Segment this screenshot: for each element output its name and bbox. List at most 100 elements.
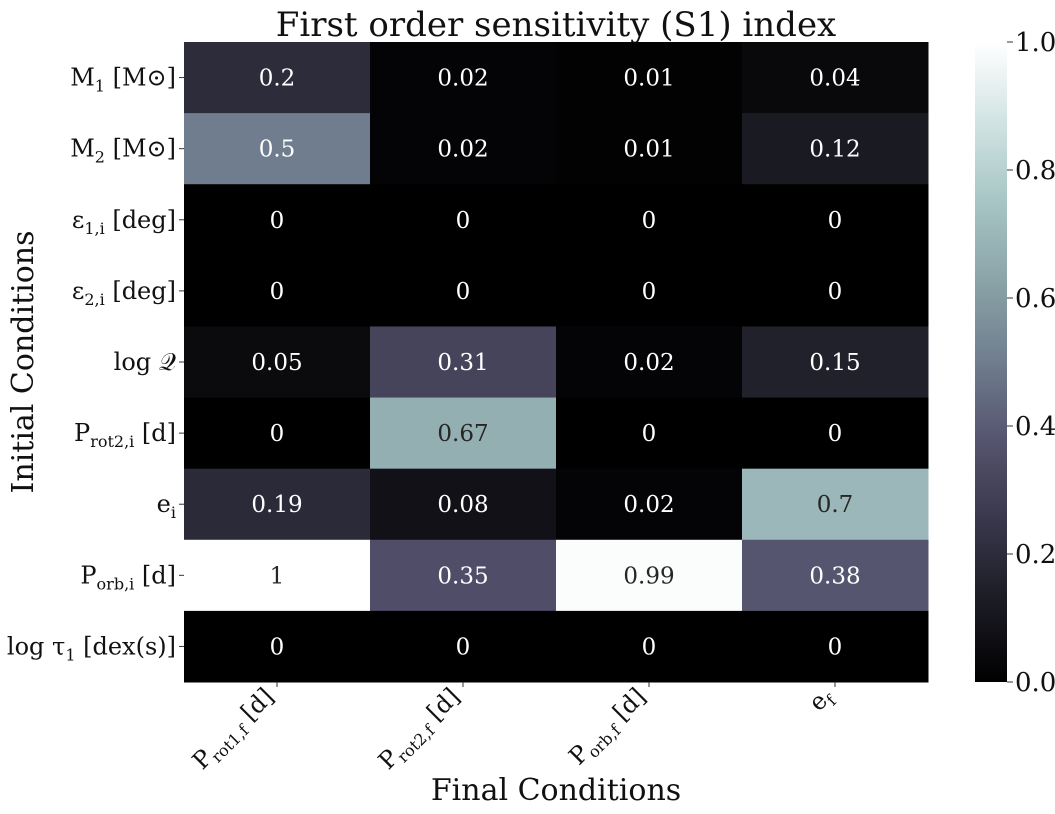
chart-title: First order sensitivity (S1) index xyxy=(276,5,837,45)
heatmap-cell xyxy=(370,539,557,612)
cell-value-label: 1 xyxy=(270,563,285,589)
heatmap-cell xyxy=(184,468,371,541)
heatmap-cell xyxy=(184,42,371,114)
heatmap-cell xyxy=(184,610,371,683)
heatmap-cell xyxy=(556,468,743,541)
heatmap-cell xyxy=(184,326,371,399)
heatmap-cell xyxy=(742,539,929,612)
y-axis-label: Initial Conditions xyxy=(6,231,41,494)
cell-value-label: 0 xyxy=(642,279,657,305)
cell-value-label: 0 xyxy=(642,634,657,660)
heatmap-cell xyxy=(742,610,929,683)
heatmap-cell xyxy=(742,113,929,185)
cell-value-label: 0.31 xyxy=(437,350,488,376)
cell-value-label: 0 xyxy=(270,421,285,447)
heatmap-cell xyxy=(370,255,557,327)
heatmap-cell xyxy=(370,42,557,114)
cell-value-label: 0 xyxy=(456,208,471,234)
cell-value-label: 0.04 xyxy=(809,66,860,92)
row-label: log τ1 [dex(s)] xyxy=(7,632,176,664)
cell-value-label: 0.01 xyxy=(623,66,674,92)
heatmap-cell xyxy=(370,397,557,470)
colorbar: 0.0 0.2 0.4 0.6 0.8 1.0 xyxy=(975,28,1055,698)
cell-value-label: 0.02 xyxy=(437,137,488,163)
colorbar-gradient xyxy=(975,42,1007,682)
colorbar-tick-label: 0.2 xyxy=(1015,540,1055,570)
cell-value-label: 0 xyxy=(270,634,285,660)
row-label: M2 [M⊙] xyxy=(70,135,176,167)
cell-value-label: 0.67 xyxy=(437,421,488,447)
cell-value-label: 0 xyxy=(828,208,843,234)
heatmap-cell xyxy=(556,42,743,114)
cell-value-label: 0.02 xyxy=(437,66,488,92)
column-label: Prot1,f [d] xyxy=(187,682,282,777)
cell-value-label: 0.05 xyxy=(251,350,302,376)
heatmap-cell xyxy=(370,610,557,683)
cell-value-label: 0 xyxy=(642,421,657,447)
column-label: ef xyxy=(803,682,841,720)
cell-value-label: 0.5 xyxy=(259,137,296,163)
cell-value-label: 0.38 xyxy=(809,563,860,589)
row-label: M1 [M⊙] xyxy=(70,64,176,96)
heatmap-cell xyxy=(370,326,557,399)
cell-value-label: 0 xyxy=(828,634,843,660)
colorbar-tick-label: 0.6 xyxy=(1015,284,1055,314)
heatmap-cell xyxy=(556,397,743,470)
cell-value-label: 0 xyxy=(642,208,657,234)
cell-value-label: 0.15 xyxy=(809,350,860,376)
row-label: log 𝒬 xyxy=(114,348,176,376)
row-label: ei xyxy=(157,490,176,522)
cell-value-label: 0.35 xyxy=(437,563,488,589)
heatmap-cell xyxy=(742,397,929,470)
heatmap-cell xyxy=(556,326,743,399)
cell-value-label: 0.19 xyxy=(251,492,302,518)
cell-value-label: 0.7 xyxy=(817,492,854,518)
heatmap-cell xyxy=(556,610,743,683)
heatmap-cell xyxy=(370,468,557,541)
heatmap-cell xyxy=(742,255,929,327)
row-label: ε2,i [deg] xyxy=(72,277,176,309)
column-labels: Prot1,f [d] Prot2,f [d] Porb,f [d] ef xyxy=(187,682,841,777)
heatmap-cell xyxy=(742,326,929,399)
heatmap-cell xyxy=(742,468,929,541)
heatmap-cell xyxy=(184,113,371,185)
cell-value-label: 0 xyxy=(828,421,843,447)
cell-value-label: 0.02 xyxy=(623,350,674,376)
heatmap-cell xyxy=(370,113,557,185)
column-label: Prot2,f [d] xyxy=(373,682,468,777)
cell-value-label: 0.99 xyxy=(623,563,674,589)
colorbar-tick-label: 1.0 xyxy=(1015,28,1055,58)
cell-value-label: 0 xyxy=(456,634,471,660)
heatmap-cell xyxy=(742,42,929,114)
heatmap-cell xyxy=(184,255,371,327)
heatmap-cell xyxy=(556,184,743,256)
cell-value-label: 0.02 xyxy=(623,492,674,518)
cell-value-label: 0 xyxy=(270,208,285,234)
heatmap-cell xyxy=(556,539,743,612)
heatmap-cells: 0.2 0.02 0.01 0.04 0.5 0.02 0.01 0.12 0 0 0 0 0 0 0 0 0.… xyxy=(184,42,929,683)
heatmap-cell xyxy=(556,113,743,185)
x-axis-label: Final Conditions xyxy=(431,773,681,808)
row-label: Prot2,i [d] xyxy=(74,419,176,451)
cell-value-label: 0 xyxy=(270,279,285,305)
column-label: Porb,f [d] xyxy=(563,682,654,773)
cell-value-label: 0.01 xyxy=(623,137,674,163)
heatmap-cell xyxy=(742,184,929,256)
cell-value-label: 0 xyxy=(456,279,471,305)
cell-value-label: 0.2 xyxy=(259,66,296,92)
heatmap-cell xyxy=(184,539,371,612)
colorbar-tick-label: 0.8 xyxy=(1015,156,1055,186)
row-label: Porb,i [d] xyxy=(80,561,176,593)
row-label: ε1,i [deg] xyxy=(72,206,176,238)
cell-value-label: 0.08 xyxy=(437,492,488,518)
heatmap-cell xyxy=(370,184,557,256)
cell-value-label: 0 xyxy=(828,279,843,305)
row-labels: M1 [M⊙] M2 [M⊙] ε1,i [deg] ε2,i [deg] log 𝒬 P… xyxy=(7,64,184,664)
heatmap-cell xyxy=(184,397,371,470)
colorbar-tick-label: 0.4 xyxy=(1015,412,1055,442)
heatmap-cell xyxy=(556,255,743,327)
cell-value-label: 0.12 xyxy=(809,137,860,163)
colorbar-tick-label: 0.0 xyxy=(1015,668,1055,698)
heatmap-cell xyxy=(184,184,371,256)
